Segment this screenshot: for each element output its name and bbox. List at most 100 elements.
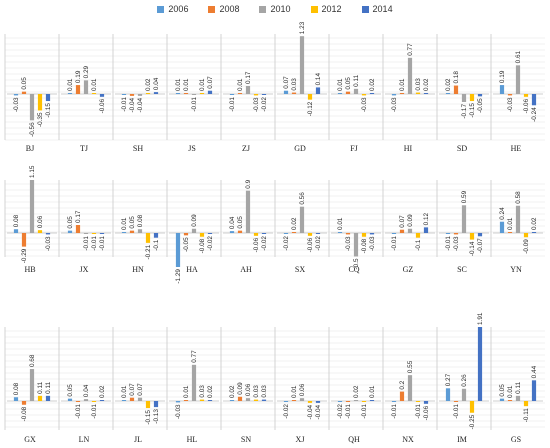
category-label: YN [510,265,522,274]
category-label: SH [133,144,143,153]
data-label: 0.02 [207,385,214,398]
data-label: 0.05 [499,384,506,397]
bar-tj-2008 [75,85,81,94]
data-label: -0.03 [175,404,182,419]
data-label: -0.05 [477,98,484,113]
data-label: 0.2 [399,380,406,389]
data-label: 0.04 [153,77,160,90]
data-label: 0.09 [407,214,414,227]
category-label: SD [457,144,467,153]
data-label: -0.01 [91,404,98,419]
bar-xj-2008 [291,400,297,401]
panel-sd: 0.020.18 -0.17 -0.15 -0.05 SD [436,34,491,153]
category-label: HI [404,144,413,153]
category-label: CQ [348,265,359,274]
bar-sc-2012 [469,233,475,240]
data-label: 0.02 [423,78,430,91]
bar-js-2014 [207,90,213,94]
data-label: 0.61 [515,50,522,63]
data-label: 0.01 [175,78,182,91]
data-label: -0.24 [531,107,538,122]
data-label: 0.11 [353,74,360,86]
bar-nx-2008 [399,391,405,401]
bar-hi-2010 [407,57,413,94]
data-label: 0.01 [507,217,514,230]
data-label: 0.07 [129,383,136,396]
bar-sh-2014 [153,92,159,94]
category-label: SX [295,265,305,274]
data-label: -0.03 [507,97,514,112]
data-label: -0.01 [391,236,398,251]
category-label: QH [348,435,360,444]
bar-he-2012 [523,94,529,97]
bar-im-2006 [445,388,451,401]
data-label: -0.08 [199,238,206,253]
bar-js-2006 [175,93,181,94]
panel-bj: -0.030.05 -0.56-0.35-0.15 BJ [4,34,59,153]
data-label: -0.03 [45,236,52,251]
legend-item-2014: 2014 [361,2,393,16]
panel-sc: -0.01 -0.03 0.59 -0.14 -0.07 SC [436,180,491,274]
bar-bj-2008 [21,91,27,94]
panel-hb: 0.08 -0.29 1.15 0.06 -0.03 HB [4,165,59,274]
data-label: -0.25 [469,414,476,429]
data-label: 0.68 [29,354,36,367]
legend-swatch [310,5,318,13]
category-label: HE [511,144,522,153]
bar-sn-2012 [253,399,259,401]
bar-yn-2014 [531,232,537,233]
bar-ha-2008 [183,233,189,236]
bar-gx-2006 [13,397,19,401]
data-label: -0.01 [75,404,82,419]
panel-hl: -0.030.01 0.77 0.03 0.02 HL [166,327,221,444]
data-label: 0.02 [369,78,376,91]
legend: 2006 2008 2010 2012 2014 [0,2,550,16]
bar-yn-2010 [515,205,521,233]
category-label: JS [188,144,196,153]
data-label: 0.04 [229,216,236,229]
bar-cq-2010 [353,233,359,257]
bar-yn-2006 [499,221,505,233]
bar-hn-2010 [137,229,143,233]
data-label: 0.01 [199,78,206,91]
data-label: -0.01 [121,97,128,112]
bar-ha-2014 [207,233,213,234]
bar-qh-2010 [353,400,359,401]
data-label: -0.06 [307,237,314,252]
bar-he-2010 [515,65,521,94]
bar-sc-2008 [453,233,459,235]
bar-ah-2008 [237,230,243,233]
data-label: 0.44 [531,365,538,378]
category-label: HA [186,265,198,274]
bar-fj-2014 [369,93,375,94]
data-label: -0.04 [129,97,136,112]
category-label: HB [24,265,35,274]
bar-js-2012 [199,93,205,94]
bar-gd-2006 [283,90,289,94]
data-label: -0.01 [191,97,198,112]
bar-cq-2014 [369,233,375,235]
bar-bj-2012 [37,94,43,111]
bar-hl-2008 [183,400,189,401]
bar-hl-2012 [199,399,205,401]
data-label: 0.01 [337,78,344,91]
data-label: -0.01 [91,236,98,251]
legend-label: 2014 [372,4,393,14]
bar-nx-2014 [423,401,429,404]
data-label: -0.02 [261,97,268,112]
bar-bj-2014 [45,94,51,102]
data-label: -0.05 [183,237,190,252]
bar-hn-2008 [129,230,135,233]
bar-ln-2008 [75,401,81,402]
data-label: -0.14 [469,241,476,256]
data-label: -0.15 [145,410,152,425]
panel-he: 0.19 -0.03 0.61 -0.06-0.24 HE [490,34,545,153]
data-label: 1.91 [477,312,484,325]
bar-qh-2012 [361,401,367,402]
data-label: 0.09 [237,382,244,395]
bar-nx-2012 [415,401,421,402]
data-label: -0.03 [369,236,376,251]
data-label: 0.19 [499,70,506,83]
data-label: 0.77 [191,350,198,363]
